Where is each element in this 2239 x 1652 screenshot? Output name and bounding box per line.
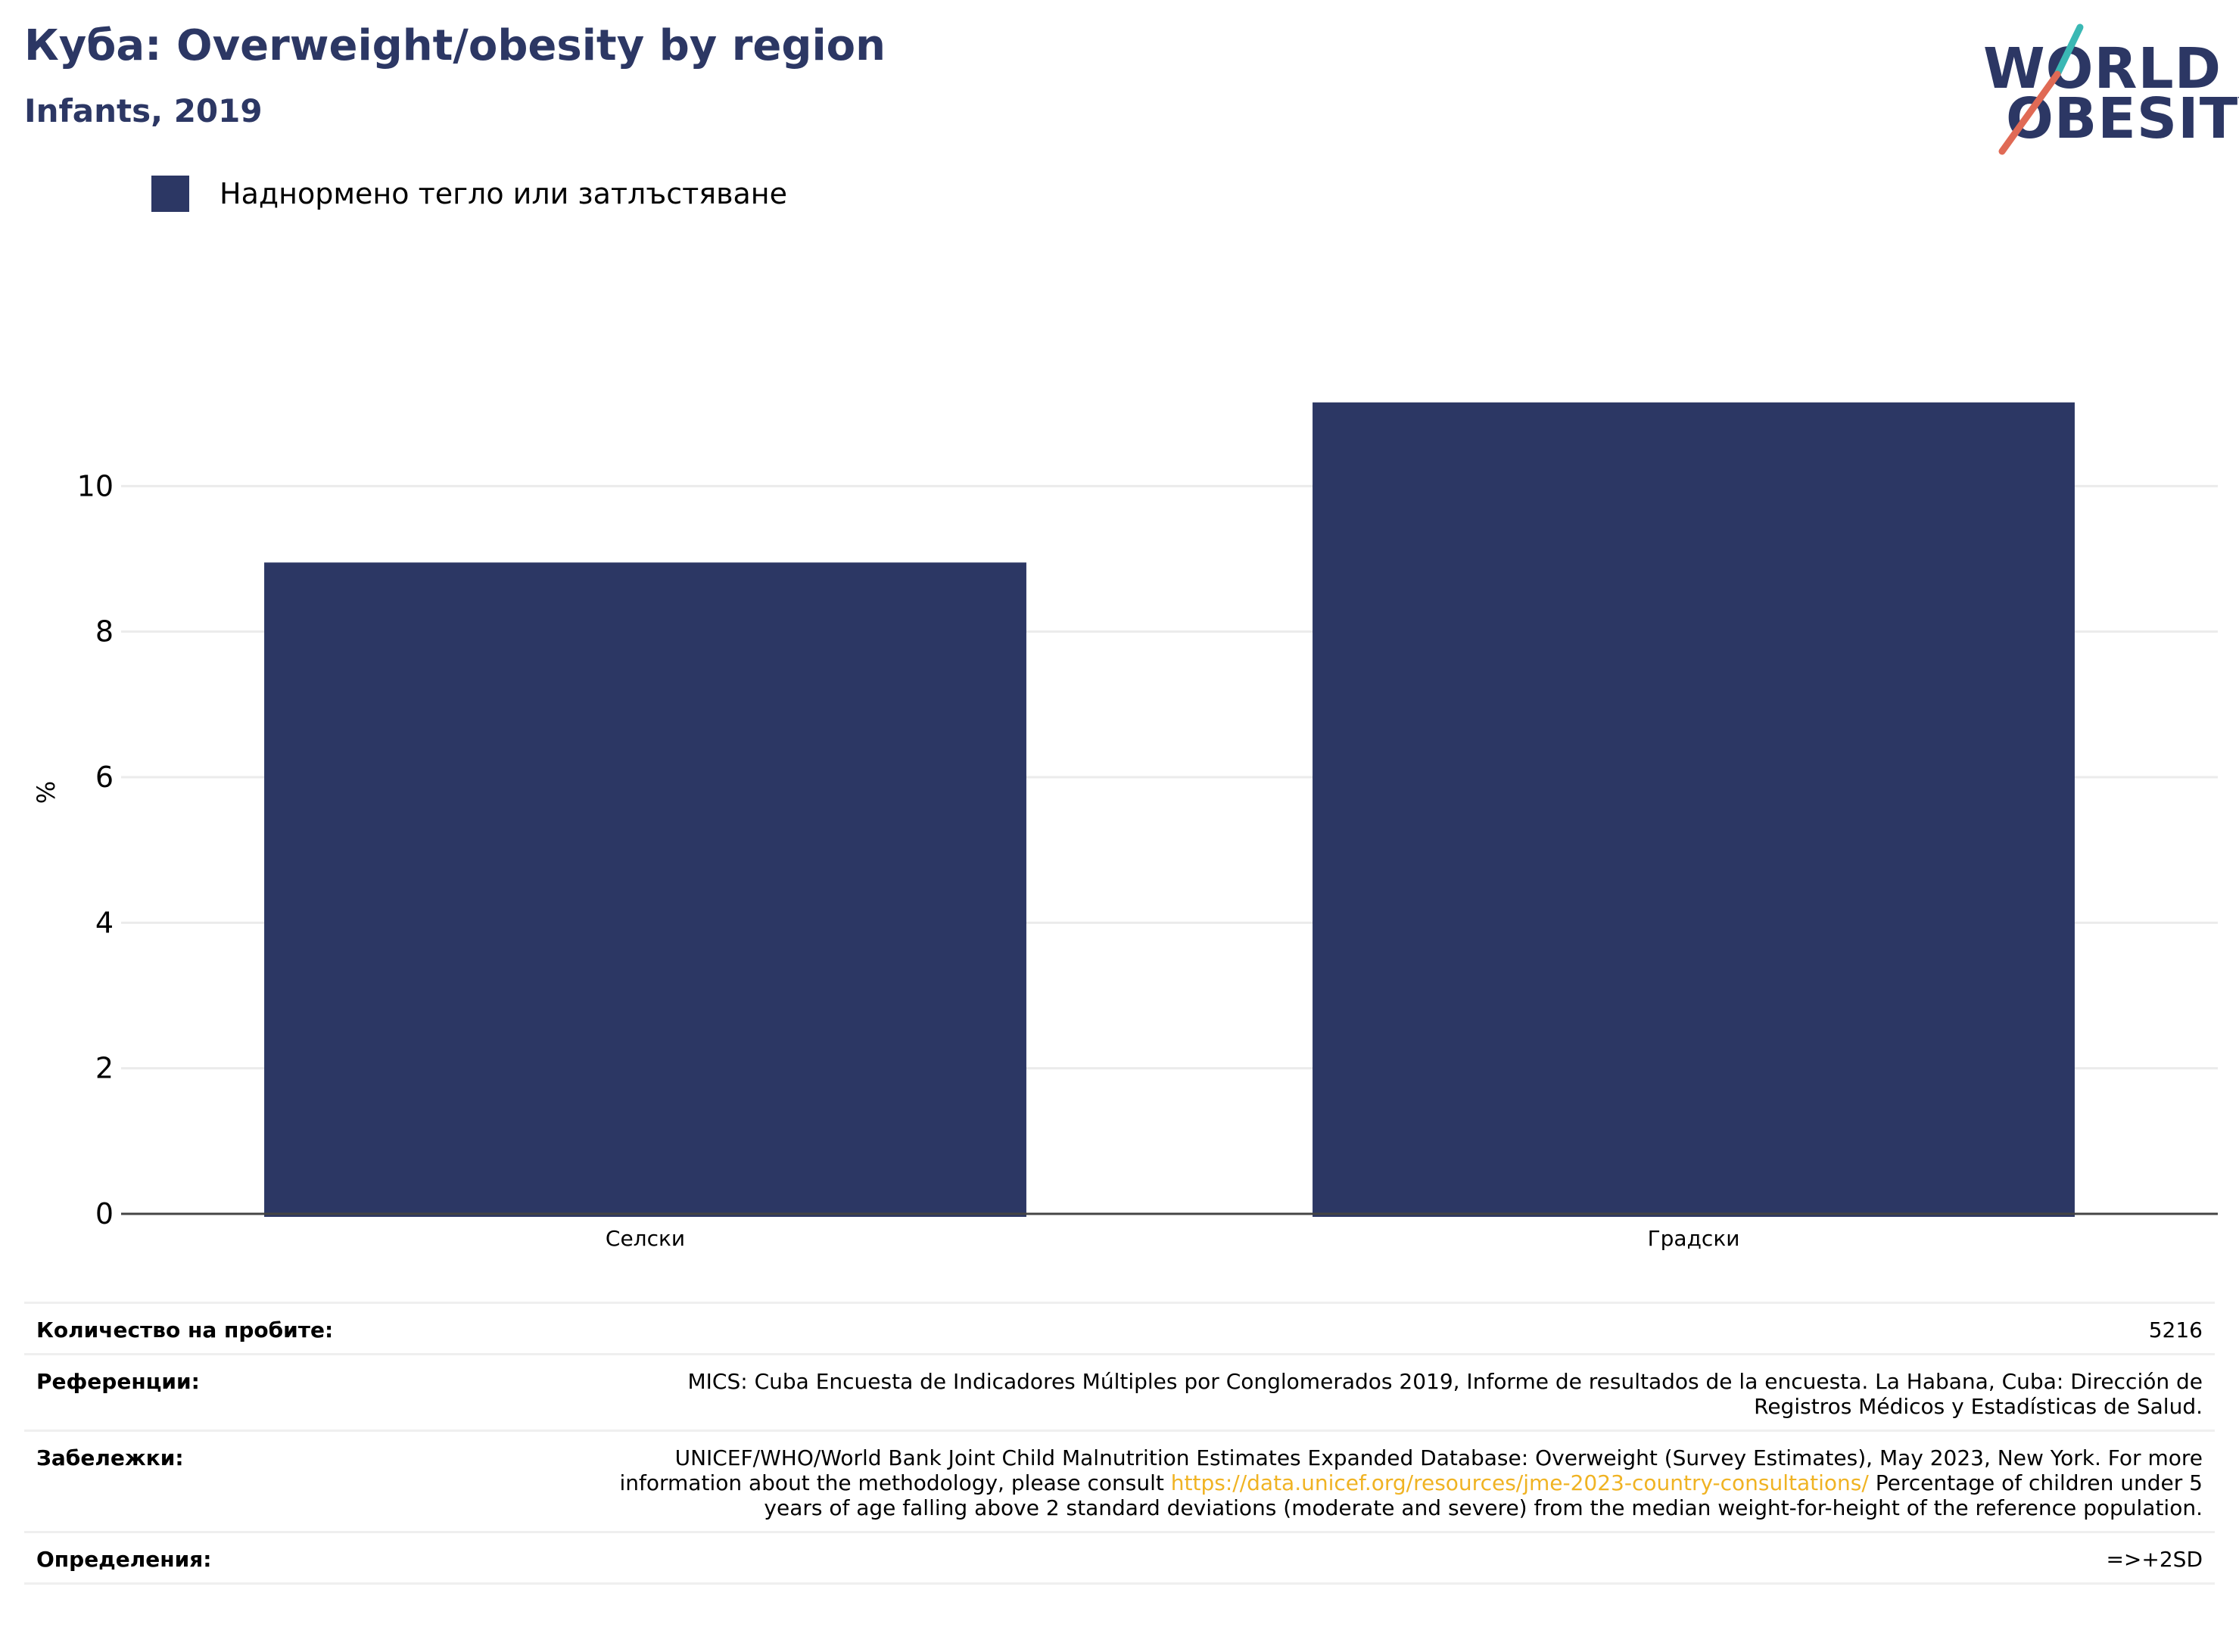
y-tick-label: 0 xyxy=(95,1197,114,1230)
y-tick-label: 6 xyxy=(95,761,114,794)
notes-text-before: UNICEF/WHO/World Bank Joint Child Malnut… xyxy=(619,1445,2203,1495)
x-tick-label: Градски xyxy=(1648,1226,1740,1251)
logo-line-world: WORLD xyxy=(1983,36,2222,101)
definitions-label: Определения: xyxy=(36,1547,212,1572)
references-label: Референции: xyxy=(36,1369,200,1394)
notes-value: UNICEF/WHO/World Bank Joint Child Malnut… xyxy=(590,1445,2203,1520)
definitions-value: =>+2SD xyxy=(2106,1547,2203,1572)
logo-line-obesity: OBESITY xyxy=(2006,86,2239,151)
bar-2 xyxy=(1313,402,2075,1217)
notes-text-after: Percentage of children under 5 years of … xyxy=(764,1470,2203,1520)
chart-legend: Наднормено тегло или затлъстяване xyxy=(151,176,787,212)
y-tick-label: 4 xyxy=(95,906,114,939)
bar-1 xyxy=(264,562,1026,1217)
logo-slash-icon xyxy=(1998,23,2084,155)
bar-chart: 0 2 4 6 8 10% Селски Градски xyxy=(32,402,2218,1251)
info-table: Количество на пробите: 5216 Референции: … xyxy=(24,1302,2215,1585)
y-tick-label: 2 xyxy=(95,1052,114,1085)
info-row-sample: Количество на пробите: 5216 xyxy=(24,1302,2215,1353)
legend-label: Наднормено тегло или затлъстяване xyxy=(220,177,787,210)
chart-title: Куба: Overweight/obesity by region xyxy=(24,21,886,70)
sample-size-label: Количество на пробите: xyxy=(36,1318,334,1342)
info-row-notes: Забележки: UNICEF/WHO/World Bank Joint C… xyxy=(24,1430,2215,1531)
world-obesity-logo: WORLD OBESITY xyxy=(1968,21,2239,157)
info-row-references: Референции: MICS: Cuba Encuesta de Indic… xyxy=(24,1353,2215,1430)
sample-size-value: 5216 xyxy=(2148,1318,2203,1342)
methodology-link[interactable]: https://data.unicef.org/resources/jme-20… xyxy=(1170,1470,1869,1495)
legend-swatch xyxy=(151,176,189,212)
x-tick-label: Селски xyxy=(606,1226,685,1251)
chart-subtitle: Infants, 2019 xyxy=(24,92,263,129)
y-tick-label: 10 xyxy=(77,469,114,502)
info-row-definitions: Определения: =>+2SD xyxy=(24,1531,2215,1585)
notes-label: Забележки: xyxy=(36,1445,184,1470)
references-value: MICS: Cuba Encuesta de Indicadores Múlti… xyxy=(687,1369,2203,1419)
y-tick-label: 8 xyxy=(95,615,114,649)
y-axis-label: % xyxy=(32,781,61,804)
